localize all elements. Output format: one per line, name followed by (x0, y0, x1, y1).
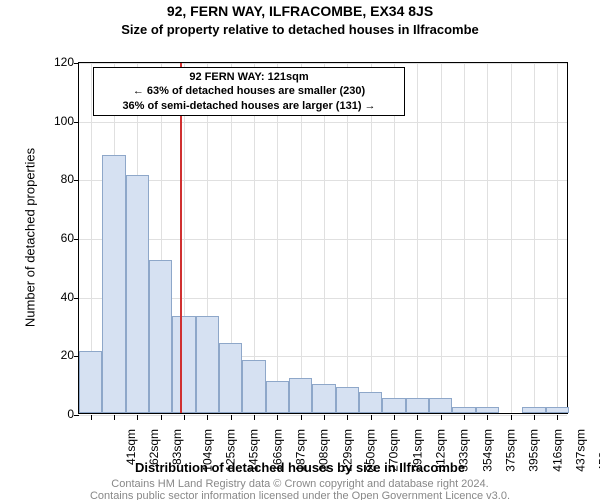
annotation-line: 36% of semi-detached houses are larger (… (98, 99, 400, 113)
histogram-bar (266, 381, 289, 413)
xtick-mark (441, 415, 442, 420)
histogram-bar (546, 407, 569, 413)
xtick-mark (534, 415, 535, 420)
xtick-mark (207, 415, 208, 420)
xtick-mark (394, 415, 395, 420)
gridline-v (464, 63, 465, 413)
xtick-mark (417, 415, 418, 420)
xtick-mark (511, 415, 512, 420)
gridline-h (79, 415, 567, 416)
gridline-h (79, 239, 567, 240)
xtick-label: 125sqm (224, 429, 238, 472)
xtick-label: 270sqm (387, 429, 401, 472)
gridline-v (534, 63, 535, 413)
annotation-box: 92 FERN WAY: 121sqm← 63% of detached hou… (93, 67, 405, 116)
histogram-bar (382, 398, 405, 413)
page-title: 92, FERN WAY, ILFRACOMBE, EX34 8JS (0, 3, 600, 19)
annotation-line: ← 63% of detached houses are smaller (23… (98, 84, 400, 98)
xtick-label: 354sqm (480, 429, 494, 472)
xtick-label: 375sqm (504, 429, 518, 472)
xtick-mark (254, 415, 255, 420)
ytick-mark (74, 122, 79, 123)
xtick-label: 208sqm (317, 429, 331, 472)
xtick-mark (557, 415, 558, 420)
xtick-label: 145sqm (247, 429, 261, 472)
gridline-h (79, 180, 567, 181)
xtick-label: 104sqm (200, 429, 214, 472)
ytick-label: 60 (61, 231, 74, 245)
xtick-mark (114, 415, 115, 420)
gridline-v (441, 63, 442, 413)
ytick-mark (74, 239, 79, 240)
chart-container: 92, FERN WAY, ILFRACOMBE, EX34 8JS Size … (0, 0, 600, 500)
xtick-label: 395sqm (527, 429, 541, 472)
ytick-label: 0 (67, 407, 74, 421)
xtick-mark (231, 415, 232, 420)
xtick-label: 41sqm (124, 429, 138, 465)
histogram-bar (522, 407, 545, 413)
ytick-mark (74, 298, 79, 299)
gridline-h (79, 122, 567, 123)
annotation-line: 92 FERN WAY: 121sqm (98, 70, 400, 84)
ytick-mark (74, 63, 79, 64)
xtick-label: 437sqm (574, 429, 588, 472)
ytick-label: 100 (54, 114, 74, 128)
xtick-label: 291sqm (410, 429, 424, 472)
xtick-label: 416sqm (550, 429, 564, 472)
xtick-label: 312sqm (434, 429, 448, 472)
gridline-h (79, 63, 567, 64)
histogram-bar (406, 398, 429, 413)
xtick-mark (184, 415, 185, 420)
xtick-label: 62sqm (147, 429, 161, 465)
gridline-v (557, 63, 558, 413)
histogram-bar (149, 260, 172, 413)
xtick-label: 83sqm (170, 429, 184, 465)
histogram-bar (359, 392, 382, 413)
xtick-mark (301, 415, 302, 420)
histogram-bar (172, 316, 195, 413)
histogram-bar (196, 316, 219, 413)
histogram-bar (79, 351, 102, 413)
xtick-mark (137, 415, 138, 420)
ytick-label: 80 (61, 172, 74, 186)
histogram-bar (452, 407, 475, 413)
plot-area: 92 FERN WAY: 121sqm← 63% of detached hou… (78, 62, 568, 414)
histogram-bar (242, 360, 265, 413)
chart-subtitle: Size of property relative to detached ho… (0, 22, 600, 37)
ytick-label: 20 (61, 348, 74, 362)
ytick-mark (74, 180, 79, 181)
gridline-v (511, 63, 512, 413)
xtick-mark (487, 415, 488, 420)
gridline-v (487, 63, 488, 413)
xtick-label: 166sqm (270, 429, 284, 472)
ytick-label: 40 (61, 290, 74, 304)
y-axis-label: Number of detached properties (23, 138, 38, 338)
gridline-v (417, 63, 418, 413)
ytick-mark (74, 415, 79, 416)
ytick-label: 120 (54, 55, 74, 69)
histogram-bar (476, 407, 499, 413)
xtick-label: 250sqm (364, 429, 378, 472)
xtick-mark (161, 415, 162, 420)
histogram-bar (429, 398, 452, 413)
histogram-bar (289, 378, 312, 413)
xtick-mark (347, 415, 348, 420)
xtick-label: 333sqm (457, 429, 471, 472)
histogram-bar (219, 343, 242, 413)
histogram-bar (336, 387, 359, 413)
xtick-mark (371, 415, 372, 420)
histogram-bar (102, 155, 125, 413)
xtick-mark (324, 415, 325, 420)
xtick-mark (464, 415, 465, 420)
footer-line-2: Contains public sector information licen… (0, 490, 600, 500)
xtick-mark (277, 415, 278, 420)
footer-line-1: Contains HM Land Registry data © Crown c… (0, 478, 600, 490)
xtick-label: 187sqm (294, 429, 308, 472)
histogram-bar (126, 175, 149, 413)
histogram-bar (312, 384, 335, 413)
xtick-mark (91, 415, 92, 420)
xtick-label: 229sqm (340, 429, 354, 472)
